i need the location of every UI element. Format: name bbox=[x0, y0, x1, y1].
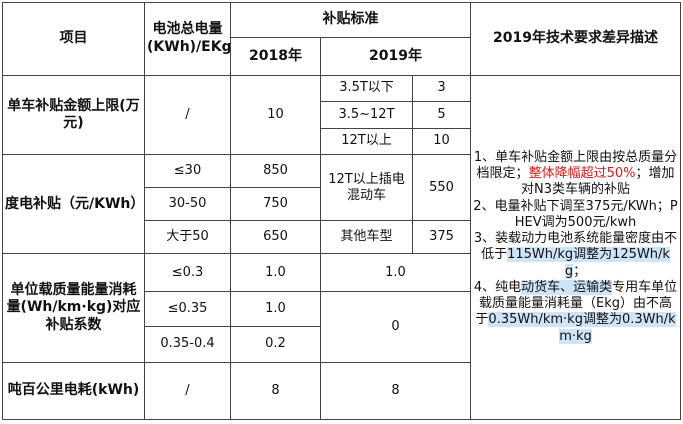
cap-tier-value: 10 bbox=[411, 127, 472, 156]
per-kwh-cat1-label: 12T以上插电混动车 bbox=[320, 154, 413, 222]
header-battery-capacity: 电池总电量(KWh)/EKg bbox=[144, 2, 231, 76]
row-label-per-kwh: 度电补贴（元/KWh） bbox=[2, 154, 145, 255]
cap-battery: / bbox=[144, 74, 231, 156]
per-kwh-2018-value: 750 bbox=[230, 187, 321, 222]
coef-2018-value: 1.0 bbox=[230, 253, 321, 292]
consumption-battery: / bbox=[144, 361, 231, 421]
coef-2018-value: 1.0 bbox=[230, 290, 321, 328]
row-label-cap: 单车补贴金额上限(万元) bbox=[2, 74, 145, 156]
coef-range: 0.35-0.4 bbox=[144, 326, 231, 363]
header-subsidy-standard: 补贴标准 bbox=[229, 1, 472, 39]
header-item: 项目 bbox=[2, 2, 145, 76]
note-4-highlight-1: 动货车、运输类 bbox=[521, 279, 613, 295]
row-label-coef: 单位载质量能量消耗量(Wh/km·kg)对应补贴系数 bbox=[2, 253, 145, 363]
note-3: 3、装载动力电池系统能量密度由不低于115Wh/kg调整为125Wh/kg； bbox=[473, 231, 678, 279]
per-kwh-cat2-label: 其他车型 bbox=[320, 220, 413, 255]
header-year-2018: 2018年 bbox=[230, 37, 321, 76]
per-kwh-range: 大于50 bbox=[144, 220, 231, 255]
note-4: 4、纯电动货车、运输类专用车单位载质量能量消耗量（Ekg）由不高于0.35Wh/… bbox=[473, 279, 678, 344]
header-diff-desc: 2019年技术要求差异描述 bbox=[470, 2, 682, 76]
header-year-2019: 2019年 bbox=[319, 37, 472, 76]
coef-2018-value: 0.2 bbox=[230, 326, 321, 363]
per-kwh-cat1-value: 550 bbox=[411, 154, 472, 222]
note-4-highlight-2: 0.35Wh/km·kg调整为0.3Wh/km·kg bbox=[488, 312, 676, 344]
coef-2019-value-a: 1.0 bbox=[319, 253, 472, 292]
diff-notes: 1、单车补贴金额上限由按总质量分档限定；整体降幅超过50%；增加对N3类车辆的补… bbox=[470, 74, 682, 421]
per-kwh-range: 30-50 bbox=[144, 187, 231, 222]
consumption-2019-value: 8 bbox=[319, 361, 472, 421]
note-3-highlight: 115Wh/kg调整为125Wh/kg bbox=[507, 247, 670, 279]
per-kwh-2018-value: 850 bbox=[230, 154, 321, 189]
cap-tier-label: 3.5~12T bbox=[320, 101, 413, 129]
note-1: 1、单车补贴金额上限由按总质量分档限定；整体降幅超过50%；增加对N3类车辆的补… bbox=[473, 149, 678, 198]
note-1-highlight: 整体降幅超过50% bbox=[528, 166, 636, 182]
coef-2019-value-b: 0 bbox=[319, 290, 472, 363]
cap-tier-label: 12T以上 bbox=[320, 127, 413, 156]
row-label-consumption: 吨百公里电耗(kWh) bbox=[2, 361, 145, 421]
note-2: 2、电量补贴下调至375元/KWh；PHEV调为500元/kwh bbox=[473, 198, 678, 230]
coef-range: ≤0.3 bbox=[144, 253, 231, 292]
per-kwh-2018-value: 650 bbox=[230, 220, 321, 255]
consumption-2018-value: 8 bbox=[230, 361, 321, 421]
cap-2018-value: 10 bbox=[230, 74, 321, 156]
per-kwh-range: ≤30 bbox=[144, 154, 231, 189]
coef-range: ≤0.35 bbox=[144, 290, 231, 328]
per-kwh-cat2-value: 375 bbox=[411, 220, 472, 255]
cap-tier-value: 3 bbox=[411, 74, 472, 103]
cap-tier-value: 5 bbox=[411, 101, 472, 129]
cap-tier-label: 3.5T以下 bbox=[320, 74, 413, 103]
